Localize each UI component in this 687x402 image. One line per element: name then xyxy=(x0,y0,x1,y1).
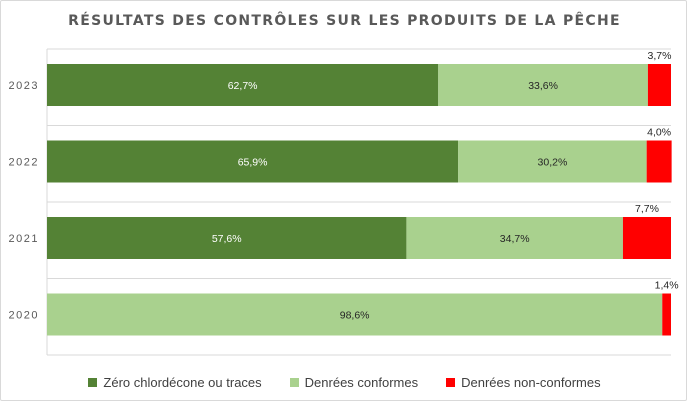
data-label: 57,6% xyxy=(212,233,242,245)
bar-segment xyxy=(438,64,648,106)
bar-segment xyxy=(47,140,459,183)
bar-segment xyxy=(646,140,672,183)
data-label: 1,4% xyxy=(655,280,679,292)
legend: Zéro chlordécone ou traces Denrées confo… xyxy=(1,373,687,391)
legend-swatch-conformes xyxy=(289,377,299,387)
bar-segment xyxy=(47,64,439,106)
legend-swatch-non-conformes xyxy=(446,377,456,387)
legend-label-conformes: Denrées conformes xyxy=(304,374,419,390)
chart-title: RÉSULTATS DES CONTRÔLES SUR LES PRODUITS… xyxy=(68,13,621,29)
legend-item-conformes: Denrées conformes xyxy=(289,374,419,390)
bar-segment xyxy=(662,293,671,336)
y-tick-label: 2021 xyxy=(9,233,39,245)
data-label: 62,7% xyxy=(228,80,258,92)
legend-item-non-conformes: Denrées non-conformes xyxy=(446,374,601,390)
bar-segment xyxy=(647,64,671,106)
data-label: 33,6% xyxy=(528,80,558,92)
legend-label-non-conformes: Denrées non-conformes xyxy=(461,374,601,390)
data-label: 98,6% xyxy=(340,310,370,322)
legend-label-zero-chlordecone: Zéro chlordécone ou traces xyxy=(103,374,262,390)
legend-swatch-zero-chlordecone xyxy=(88,377,98,387)
bar-segment xyxy=(622,217,671,259)
bar-segment xyxy=(47,217,407,259)
data-label: 30,2% xyxy=(538,157,568,169)
data-label: 34,7% xyxy=(500,233,530,245)
bar-segment xyxy=(458,140,647,183)
bar-segment xyxy=(47,293,663,336)
y-tick-label: 2022 xyxy=(9,157,39,169)
data-label: 7,7% xyxy=(635,203,659,215)
bar-segment xyxy=(406,217,623,259)
y-tick-label: 2023 xyxy=(9,80,39,92)
y-tick-label: 2020 xyxy=(9,310,39,322)
data-label: 4,0% xyxy=(647,127,671,139)
legend-item-zero-chlordecone: Zéro chlordécone ou traces xyxy=(88,374,262,390)
data-label: 65,9% xyxy=(238,157,268,169)
data-label: 3,7% xyxy=(647,50,671,62)
